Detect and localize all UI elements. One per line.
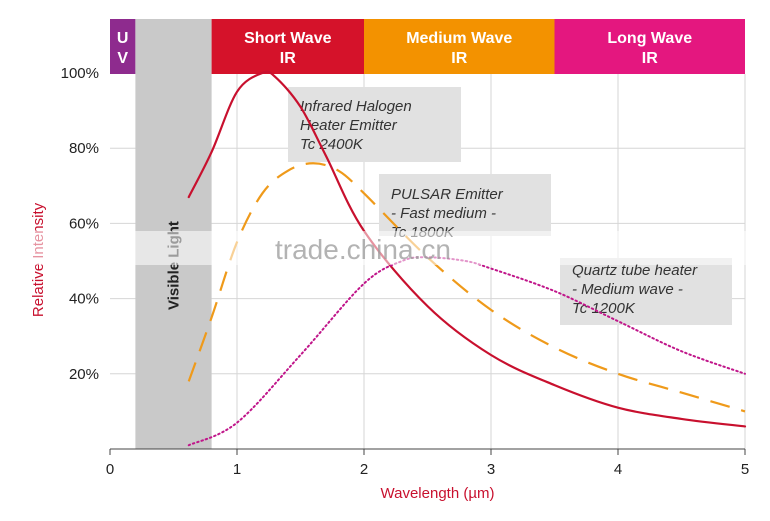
annotation-text-halogen: Tc 2400K xyxy=(300,136,364,153)
band-label-long: IR xyxy=(642,50,658,67)
series xyxy=(187,70,747,447)
band-medium xyxy=(364,19,555,74)
annotation-box-pulsar xyxy=(379,174,551,236)
band-short xyxy=(211,19,364,74)
x-tick-label: 4 xyxy=(614,461,622,478)
annotation-text-quartz: Tc 1200K xyxy=(572,300,636,317)
y-tick-label: 80% xyxy=(69,140,99,157)
watermark-layer: trade.china.cn xyxy=(0,231,770,265)
band-long xyxy=(554,19,745,74)
watermark-strip xyxy=(0,231,770,265)
y-tick-label: 100% xyxy=(61,65,99,82)
annotation-text-halogen: Heater Emitter xyxy=(300,117,398,134)
annotations: Infrared Halogen Heater Emitter Tc 2400K PU… xyxy=(288,87,732,325)
annotation-box-quartz xyxy=(560,258,732,325)
series-line-1 xyxy=(187,70,747,428)
band-label-medium: Medium Wave xyxy=(406,30,512,47)
band-label-uv: U xyxy=(117,30,129,47)
band-label-medium: IR xyxy=(451,50,467,67)
band-label-short: Short Wave xyxy=(244,30,332,47)
annotation-text-halogen: Infrared Halogen xyxy=(300,98,412,115)
series-line-3 xyxy=(187,256,746,447)
band-label-uv: V xyxy=(117,50,128,67)
annotation-text-pulsar: PULSAR Emitter xyxy=(391,186,504,203)
band-label-long: Long Wave xyxy=(607,30,692,47)
watermark: trade.china.cn xyxy=(275,234,451,265)
x-tick-label: 0 xyxy=(106,461,114,478)
y-tick-label: 60% xyxy=(69,215,99,232)
annotation-text-quartz: Quartz tube heater xyxy=(572,262,698,279)
band-uv xyxy=(110,19,136,74)
annotation-box-halogen xyxy=(288,87,461,162)
x-tick-label: 5 xyxy=(741,461,749,478)
x-tick-label: 2 xyxy=(360,461,368,478)
y-tick-label: 20% xyxy=(69,366,99,383)
band-label-short: IR xyxy=(280,50,296,67)
x-tick-label: 3 xyxy=(487,461,495,478)
y-tick-label: 40% xyxy=(69,291,99,308)
annotation-text-quartz: - Medium wave - xyxy=(572,281,683,298)
annotation-text-pulsar: - Fast medium - xyxy=(391,205,496,222)
x-tick-label: 1 xyxy=(233,461,241,478)
x-axis-title: Wavelength (µm) xyxy=(381,485,495,502)
